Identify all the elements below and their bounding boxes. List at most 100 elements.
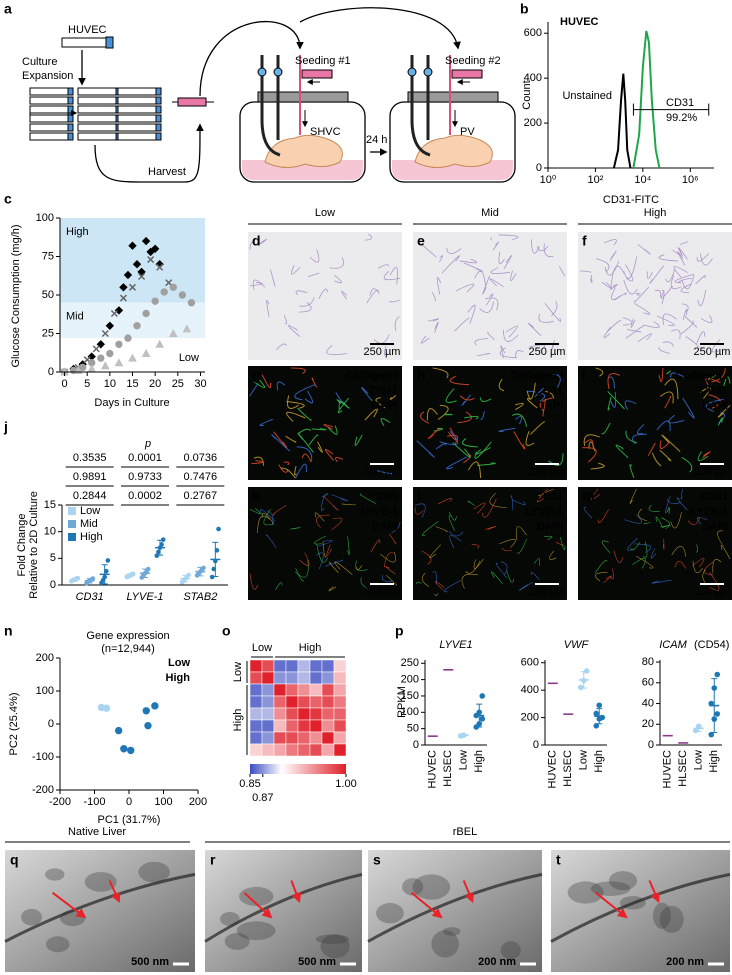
group-label: Low <box>232 662 244 682</box>
tissue-fiber <box>590 462 605 470</box>
tissue-fiber <box>311 377 318 388</box>
tissue-fiber <box>637 244 651 255</box>
point <box>151 702 159 710</box>
tem-structure <box>608 871 638 891</box>
plate-cap <box>67 87 74 96</box>
tissue-fiber <box>595 572 608 582</box>
tissue-fiber <box>649 265 665 284</box>
legend-label: High <box>80 531 103 543</box>
tissue-fiber <box>477 462 496 466</box>
tissue-fiber <box>443 580 461 593</box>
tissue-fiber <box>327 425 338 435</box>
tissue-fiber <box>324 448 335 461</box>
tissue-fiber <box>328 561 339 574</box>
point <box>714 671 721 678</box>
tissue-fiber <box>334 561 353 575</box>
y-tick-label: 0 <box>413 739 419 751</box>
tissue-fiber <box>534 387 545 398</box>
tissue-fiber <box>536 246 549 252</box>
x-tick-label: 10⁰ <box>540 174 557 186</box>
x-tick-label: 200 <box>189 796 207 808</box>
heatmap-cell <box>285 683 299 697</box>
y-tick-label: 600 <box>524 27 542 39</box>
tissue-fiber <box>705 374 717 382</box>
tissue-fiber <box>380 418 391 427</box>
point <box>141 236 151 246</box>
group-label: High <box>299 642 322 654</box>
plate <box>29 123 69 132</box>
tissue-fiber <box>538 313 554 323</box>
panel-letter: t <box>556 852 561 868</box>
point <box>182 324 192 333</box>
tissue-fiber <box>510 495 514 511</box>
line <box>462 880 474 904</box>
p-value: 0.9733 <box>128 471 162 483</box>
x-tick-label: HLSEC <box>442 750 454 787</box>
heatmap-cell <box>309 707 323 721</box>
y-tick-label: 0 <box>533 739 539 751</box>
heatmap-cell <box>249 707 263 721</box>
tissue-fiber <box>638 508 648 522</box>
line <box>243 891 273 919</box>
heatmap-cell <box>285 743 299 757</box>
panel-letter: m <box>582 488 594 504</box>
tissue-fiber <box>461 574 479 589</box>
tissue-fiber <box>670 512 682 529</box>
line <box>410 891 443 919</box>
tissue-fiber <box>530 239 540 254</box>
tissue-fiber <box>461 394 472 406</box>
point <box>216 526 221 532</box>
tissue-fiber <box>283 315 287 325</box>
scale-bar-label: 250 µm <box>694 466 731 478</box>
liver <box>414 134 493 168</box>
tissue-fiber <box>525 430 535 446</box>
tissue-fiber <box>530 421 546 435</box>
tissue-fiber <box>434 592 439 597</box>
tem-structure <box>239 886 274 906</box>
tissue-fiber <box>697 516 708 525</box>
tissue-fiber <box>290 367 306 374</box>
tissue-fiber <box>416 440 435 458</box>
heatmap-cell <box>333 719 347 733</box>
tissue-fiber <box>335 457 344 463</box>
tissue-fiber <box>681 303 689 313</box>
plate-cap <box>155 105 162 114</box>
panel-letter: n <box>4 623 13 639</box>
tissue-fiber <box>643 321 660 328</box>
column-header: High <box>644 207 667 219</box>
tissue-fiber <box>462 438 478 448</box>
tissue-fiber <box>700 253 713 266</box>
tissue-fiber <box>414 503 426 518</box>
tissue-fiber <box>298 301 312 313</box>
tissue-fiber <box>385 566 396 575</box>
error-bar <box>101 564 108 585</box>
tissue-fiber <box>249 508 261 515</box>
tissue-fiber <box>516 526 527 540</box>
tissue-fiber <box>286 395 299 409</box>
flask-cap <box>105 36 114 49</box>
line <box>108 880 121 904</box>
tissue-fiber <box>622 317 633 326</box>
tissue-fiber <box>603 239 617 246</box>
tissue-fiber <box>304 390 314 404</box>
heatmap-cell <box>297 707 311 721</box>
stain-label: CD31 <box>370 491 398 503</box>
plate <box>77 96 117 105</box>
p-value: 0.0736 <box>184 452 218 464</box>
tissue-fiber <box>539 397 553 412</box>
tissue-fiber <box>389 267 398 285</box>
tissue-fiber <box>636 555 654 569</box>
stain-label: Collagen I <box>345 370 398 382</box>
heatmap-cell <box>321 707 335 721</box>
region <box>60 218 205 303</box>
point <box>114 306 124 315</box>
tissue-fiber <box>543 243 554 258</box>
tissue-fiber <box>610 391 617 408</box>
tissue-fiber <box>590 274 593 283</box>
tissue-fiber <box>491 571 503 585</box>
tissue-fiber <box>275 582 283 591</box>
tissue-fiber <box>700 315 713 323</box>
tissue-fiber <box>446 247 462 255</box>
stain-label: DAPI <box>702 400 728 412</box>
tissue-fiber <box>429 544 441 559</box>
